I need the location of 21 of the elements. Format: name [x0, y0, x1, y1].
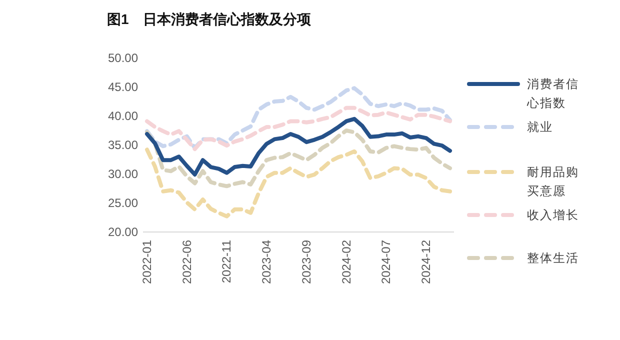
y-tick-label: 45.00: [108, 80, 138, 94]
y-tick-label: 35.00: [108, 138, 138, 152]
y-tick-label: 30.00: [108, 167, 138, 181]
legend-label: 耐用品购买意愿: [527, 165, 579, 198]
x-tick-label: 2024-02: [339, 240, 354, 284]
legend-label: 收入增长: [527, 208, 579, 222]
x-tick-label: 2023-04: [260, 240, 274, 284]
y-tick-label: 20.00: [108, 225, 138, 239]
legend-label: 消费者信心指数: [526, 77, 579, 110]
y-tick-label: 40.00: [108, 109, 138, 123]
legend-label: 就业: [527, 120, 553, 134]
y-tick-label: 50.00: [108, 51, 138, 65]
x-tick-label: 2022-11: [220, 240, 234, 284]
x-tick-label: 2022-01: [140, 240, 154, 284]
x-tick-label: 2022-06: [180, 240, 194, 284]
x-tick-label: 2024-07: [379, 240, 394, 284]
x-tick-label: 2023-09: [299, 240, 314, 284]
y-tick-label: 25.00: [108, 196, 138, 210]
legend-label: 整体生活: [527, 251, 579, 265]
chart-title: 图1 日本消费者信心指数及分项: [107, 11, 312, 27]
x-tick-label: 2024-12: [419, 240, 434, 284]
